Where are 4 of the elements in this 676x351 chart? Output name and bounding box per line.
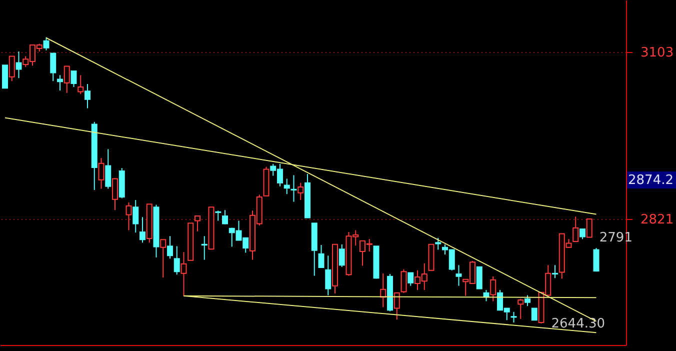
y-tick-label: 2821: [640, 212, 674, 228]
y-tick-label: 3103: [640, 46, 674, 61]
text: 2644.30: [551, 316, 606, 332]
text: 2874.2: [628, 173, 674, 188]
